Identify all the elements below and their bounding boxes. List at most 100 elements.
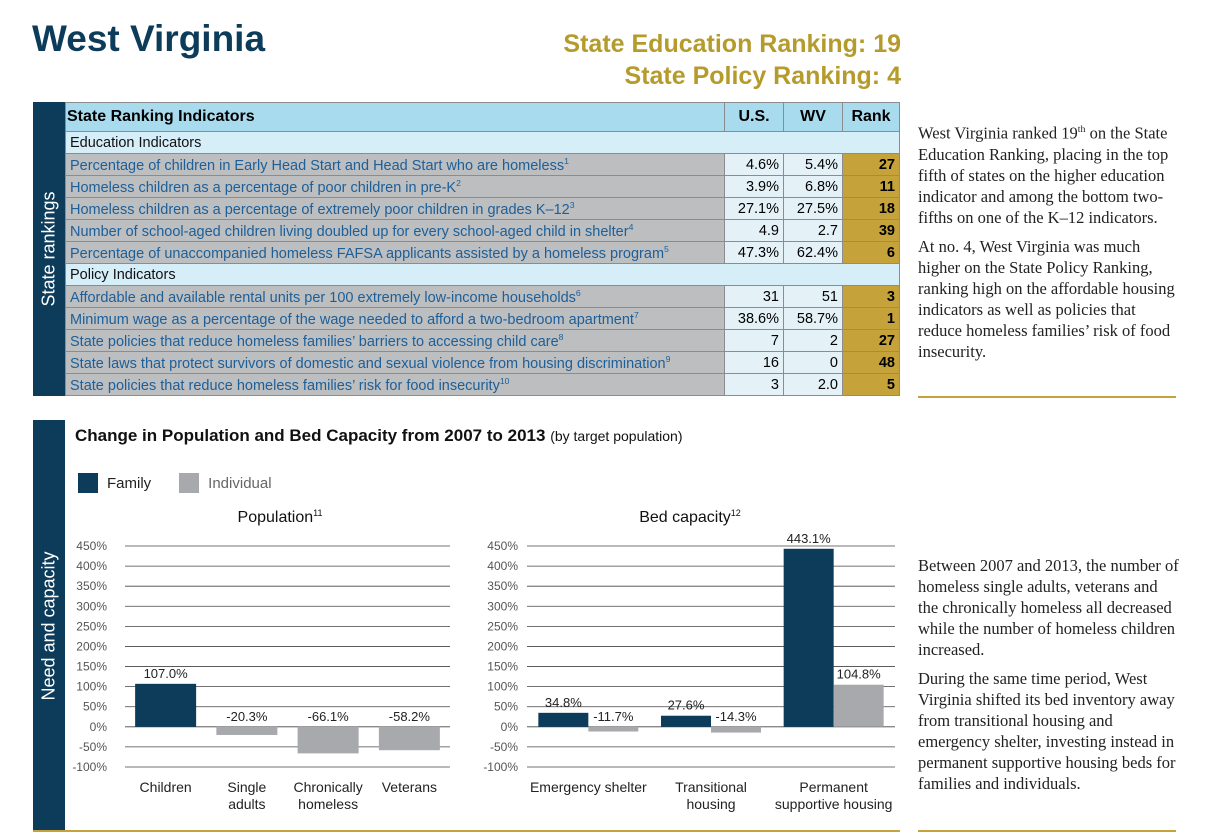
footnote: 3: [569, 199, 575, 210]
ranking-value: 19: [873, 30, 901, 58]
footnote: 5: [664, 243, 669, 254]
footnote: 1: [564, 155, 569, 166]
ranking-value: 4: [887, 62, 901, 90]
text: West Virginia ranked 19: [918, 123, 1078, 143]
indicator-label: Homeless children as a percentage of poo…: [70, 179, 457, 196]
value-label: 443.1%: [787, 531, 832, 546]
cell: 39: [842, 219, 900, 242]
y-tick-label: 200%: [76, 639, 107, 653]
footnote: 12: [731, 508, 741, 518]
x-tick-label: Permanent supportive housing: [774, 779, 893, 812]
cell: 3: [724, 373, 784, 396]
bar: [783, 548, 834, 727]
cell: 11: [842, 175, 900, 198]
value-label: -11.7%: [593, 709, 634, 724]
y-tick-label: -100%: [72, 760, 107, 774]
cell: 48: [842, 351, 900, 374]
cell: 5: [842, 373, 900, 396]
value-label: -14.3%: [715, 709, 757, 724]
y-tick-label: 50%: [83, 700, 107, 714]
cell: 3.9%: [724, 175, 784, 198]
indicator: State laws that protect survivors of dom…: [65, 351, 725, 374]
indicator-label: Homeless children as a percentage of ext…: [70, 201, 570, 218]
text: During the same time period, West Virgin…: [918, 669, 1176, 793]
y-tick-label: 150%: [487, 660, 518, 674]
indicator: Homeless children as a percentage of poo…: [65, 175, 725, 198]
value-label: 27.6%: [668, 698, 705, 713]
column-header: WV: [783, 102, 843, 132]
y-tick-label: 300%: [487, 599, 518, 613]
cell: 31: [724, 285, 784, 308]
sidebar-text: Between 2007 and 2013, the number of hom…: [918, 555, 1180, 802]
table-row: State policies that reduce homeless fami…: [65, 373, 900, 396]
footnote: 6: [575, 287, 581, 298]
section-title: Education Indicators: [65, 131, 900, 154]
x-tick-label: Children: [139, 779, 192, 795]
x-tick-label: Transitional housing: [675, 779, 747, 812]
text: on the State Education Ranking, placing …: [918, 123, 1169, 227]
rule: [918, 396, 1176, 398]
value-label: -66.1%: [308, 709, 350, 724]
y-tick-label: 200%: [487, 639, 518, 653]
paragraph: At no. 4, West Virginia was much higher …: [918, 236, 1180, 362]
y-tick-label: 100%: [76, 680, 107, 694]
indicator-label: Minimum wage as a percentage of the wage…: [70, 311, 634, 328]
cell: 58.7%: [783, 307, 843, 330]
chart-title: Population11: [238, 508, 323, 526]
table-row: Percentage of unaccompanied homeless FAF…: [65, 241, 900, 264]
bar: [216, 726, 278, 735]
y-tick-label: 350%: [487, 579, 518, 593]
column-header: U.S.: [724, 102, 784, 132]
side-band: State rankings: [33, 102, 65, 396]
legend-swatch: [179, 473, 200, 493]
value-label: 107.0%: [144, 666, 189, 681]
footnote: 9: [665, 353, 671, 364]
ranking-label: State Policy Ranking:: [624, 62, 881, 90]
indicator-label: Number of school-aged children living do…: [70, 223, 629, 240]
legend-label: Individual: [208, 474, 272, 492]
y-tick-label: 50%: [494, 700, 518, 714]
legend-swatch: [78, 473, 98, 493]
ranking: State Policy Ranking: 4: [625, 62, 901, 91]
cell: 18: [842, 197, 900, 220]
indicator: State policies that reduce homeless fami…: [65, 373, 725, 396]
footnote: 2: [456, 177, 461, 188]
value-label: 104.8%: [837, 667, 882, 682]
table-row: State laws that protect survivors of dom…: [65, 351, 900, 374]
text: At no. 4, West Virginia was much higher …: [918, 236, 1175, 361]
section-row: Policy Indicators: [65, 263, 900, 286]
bar: [538, 712, 589, 727]
side-band: Need and capacity: [33, 420, 65, 832]
y-tick-label: 300%: [76, 599, 107, 613]
indicator: Homeless children as a percentage of ext…: [65, 197, 725, 220]
y-tick-label: 350%: [76, 579, 107, 593]
cell: 2: [783, 329, 843, 352]
x-tick-label: Chronically homeless: [293, 779, 363, 812]
sidebar-text: West Virginia ranked 19th on the State E…: [918, 119, 1180, 370]
rule: [33, 830, 900, 832]
paragraph: West Virginia ranked 19th on the State E…: [918, 119, 1180, 228]
bar: [711, 726, 761, 733]
y-tick-label: 400%: [76, 559, 107, 573]
chart-section-title: Change in Population and Bed Capacity fr…: [75, 426, 683, 446]
x-tick-label: Veterans: [381, 779, 437, 795]
indicator-label: Percentage of children in Early Head Sta…: [70, 157, 565, 174]
bar: [378, 726, 440, 751]
page-title: West Virginia: [32, 18, 266, 59]
legend: Family Individual: [78, 473, 272, 493]
y-tick-label: 250%: [76, 619, 107, 633]
indicator-label: State policies that reduce homeless fami…: [70, 377, 500, 394]
y-tick-label: 100%: [487, 680, 518, 694]
subtitle: (by target population): [550, 428, 683, 444]
footnote: 4: [628, 221, 634, 232]
indicator-label: Affordable and available rental units pe…: [70, 289, 576, 306]
section-title: Policy Indicators: [65, 263, 900, 286]
x-tick-label: Single adults: [227, 779, 267, 812]
table-row: Minimum wage as a percentage of the wage…: [65, 307, 900, 330]
y-tick-label: -50%: [79, 740, 107, 754]
table-row: Affordable and available rental units pe…: [65, 285, 900, 308]
table-row: Homeless children as a percentage of poo…: [65, 175, 900, 198]
cell: 2.0: [783, 373, 843, 396]
